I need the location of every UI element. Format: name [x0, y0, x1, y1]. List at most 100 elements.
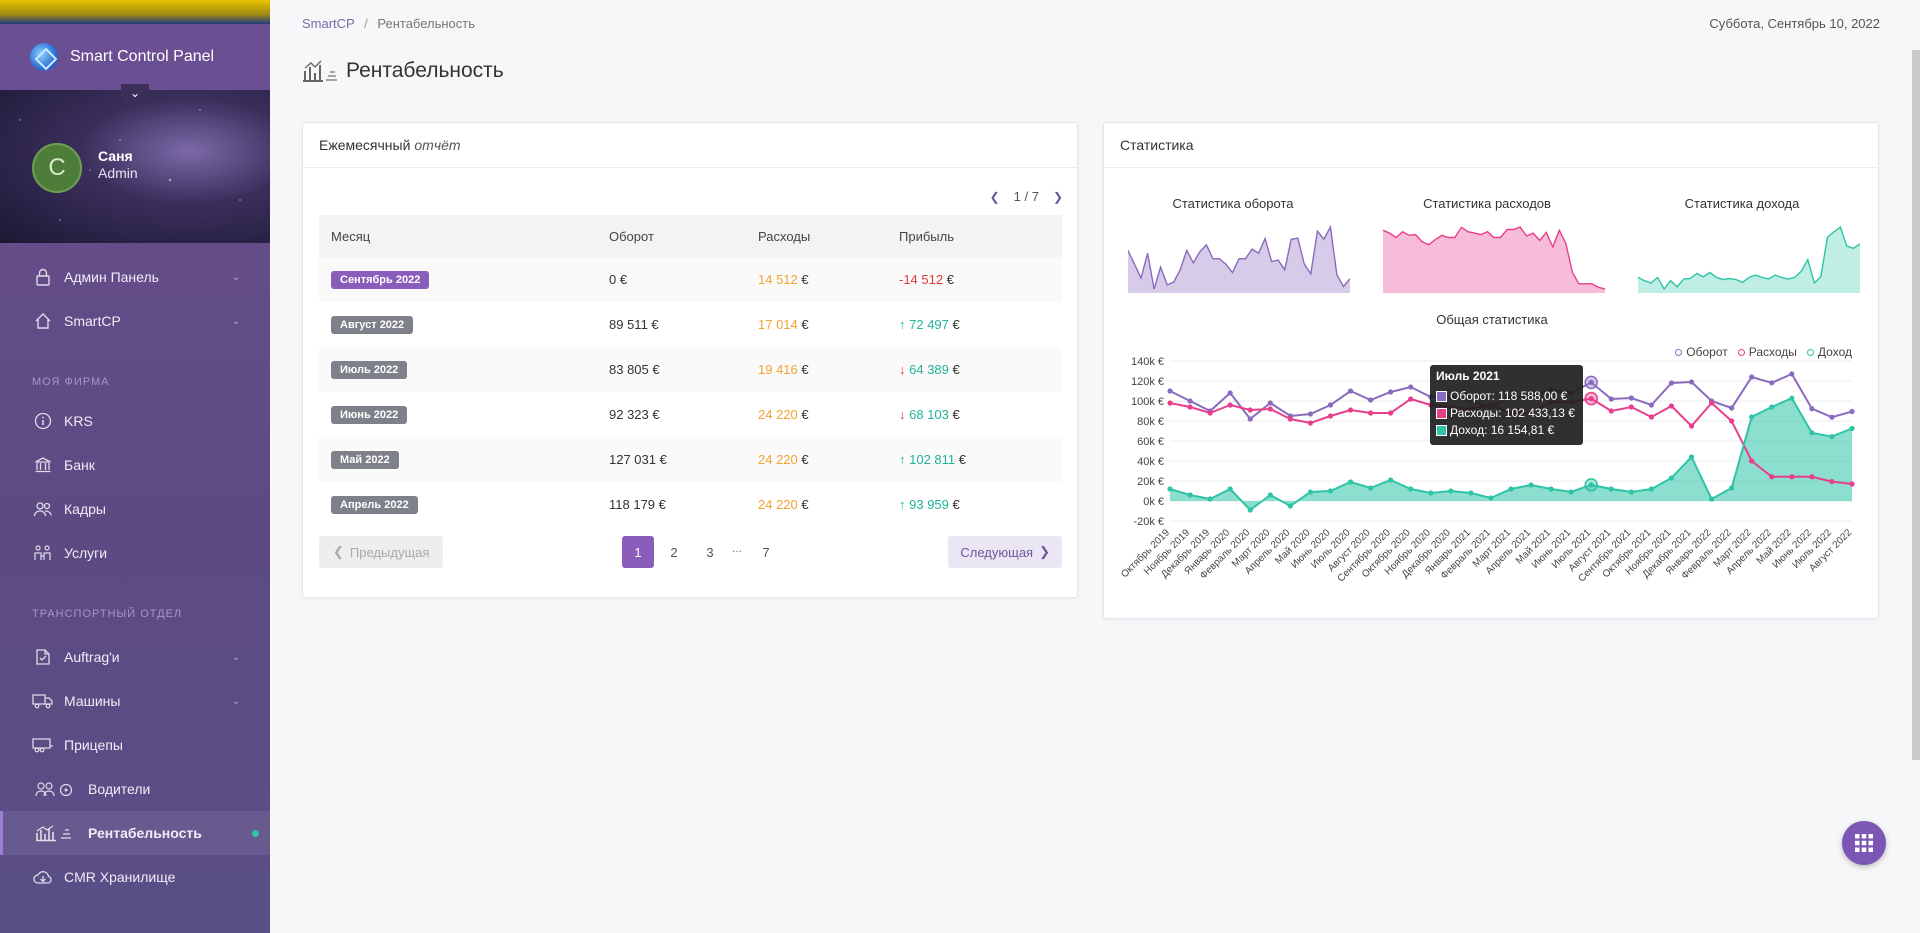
table-row[interactable]: Апрель 2022 118 179 € 24 220 € ↑ 93 959 …: [319, 482, 1062, 527]
next-button[interactable]: Следующая ❯: [948, 536, 1062, 568]
sidebar-item-staff[interactable]: Кадры: [0, 487, 270, 531]
table-row[interactable]: Май 2022 127 031 € 24 220 € ↑ 102 811 €: [319, 437, 1062, 482]
table-row[interactable]: Июль 2022 83 805 € 19 416 € ↓ 64 389 €: [319, 347, 1062, 392]
legend-turnover[interactable]: Оборот: [1675, 345, 1728, 359]
chevron-right-icon: ❯: [1039, 544, 1050, 559]
home-icon: [32, 310, 54, 332]
legend-expenses[interactable]: Расходы: [1737, 345, 1797, 359]
data-point: [1588, 395, 1594, 402]
y-tick-label: 120k €: [1131, 376, 1164, 388]
data-point: [1769, 474, 1775, 480]
sparkline-line: [1638, 225, 1860, 291]
data-point: [1809, 430, 1815, 436]
profile-toggle-chevron-down-icon[interactable]: ⌄: [121, 84, 149, 106]
data-point: [1749, 458, 1755, 464]
sidebar-item-bank[interactable]: Банк: [0, 443, 270, 487]
col-expenses[interactable]: Расходы: [746, 215, 887, 257]
expenses-cell: 24 220 €: [758, 407, 809, 422]
apps-grid-button[interactable]: [1842, 821, 1886, 865]
data-point: [1428, 490, 1434, 496]
month-badge[interactable]: Август 2022: [331, 315, 414, 334]
data-point: [1608, 396, 1614, 402]
month-badge[interactable]: Май 2022: [331, 450, 399, 469]
active-indicator: [252, 829, 259, 837]
y-tick-label: -20k €: [1133, 516, 1164, 528]
profit-cell: ↓ 64 389 €: [887, 347, 1062, 392]
y-tick-label: 20k €: [1137, 476, 1164, 488]
sidebar-item-cmr-storage[interactable]: CMR Хранилище: [0, 855, 270, 899]
col-month[interactable]: Месяц: [319, 215, 597, 257]
sidebar-item-trailers[interactable]: Прицепы: [0, 723, 270, 767]
page-scrollbar[interactable]: [1912, 50, 1920, 760]
col-turnover[interactable]: Оборот: [597, 215, 746, 257]
sidebar-item-admin-panel[interactable]: Админ Панель ⌄: [0, 255, 270, 299]
month-badge[interactable]: Июнь 2022: [331, 405, 408, 424]
drivers-icon: [32, 778, 78, 800]
data-point: [1508, 486, 1514, 492]
page-2-button[interactable]: 2: [670, 544, 678, 560]
services-icon: [32, 542, 54, 564]
top-pager: ❮ 1 / 7 ❯: [990, 189, 1063, 204]
data-point: [1347, 407, 1354, 413]
month-badge[interactable]: Сентябрь 2022: [331, 270, 430, 289]
y-tick-label: 40k €: [1137, 456, 1164, 468]
data-point: [1789, 395, 1795, 401]
sidebar-item-label: Auftrag'и: [64, 649, 120, 665]
data-point: [1668, 475, 1675, 481]
sidebar-item-smartcp[interactable]: SmartCP ⌄: [0, 299, 270, 343]
sidebar-item-krs[interactable]: KRS: [0, 399, 270, 443]
sidebar-item-auftrag[interactable]: Auftrag'и ⌄: [0, 635, 270, 679]
avatar[interactable]: C: [32, 143, 82, 193]
mini-title-expenses: Статистика расходов: [1423, 196, 1551, 211]
data-point: [1247, 507, 1253, 513]
data-point: [1327, 413, 1334, 419]
data-point: [1749, 374, 1755, 380]
table-row[interactable]: Август 2022 89 511 € 17 014 € ↑ 72 497 €: [319, 302, 1062, 347]
breadcrumb: SmartCP / Рентабельность: [302, 16, 475, 31]
sidebar-item-services[interactable]: Услуги: [0, 531, 270, 575]
page-3-button[interactable]: 3: [706, 544, 714, 560]
hover-point: [1584, 391, 1598, 406]
data-point: [1347, 388, 1354, 394]
arrow-up-icon: ↑: [899, 317, 906, 332]
sidebar-item-profitability[interactable]: Рентабельность: [0, 811, 270, 855]
col-profit[interactable]: Прибыль: [887, 215, 1062, 257]
page-7-button[interactable]: 7: [762, 544, 770, 560]
table-row[interactable]: Сентябрь 2022 0 € 14 512 € -14 512 €: [319, 257, 1062, 302]
user-role: Admin: [98, 165, 138, 181]
brand[interactable]: Smart Control Panel: [0, 24, 270, 90]
data-point: [1849, 481, 1855, 487]
data-point: [1789, 371, 1795, 377]
data-point: [1227, 486, 1233, 492]
turnover-cell: 118 179 €: [609, 497, 666, 512]
data-point: [1769, 380, 1775, 386]
monthly-report-card: Ежемесячный отчёт ❮ 1 / 7 ❯ Месяц Оборот…: [302, 122, 1078, 598]
data-point: [1187, 398, 1193, 404]
sidebar-item-label: Машины: [64, 693, 121, 709]
hover-point: [1584, 375, 1598, 390]
breadcrumb-root-link[interactable]: SmartCP: [302, 16, 355, 31]
chevron-left-icon[interactable]: ❮: [989, 189, 1000, 204]
y-tick-label: 140k €: [1131, 356, 1164, 368]
month-badge[interactable]: Июль 2022: [331, 360, 408, 379]
table-row[interactable]: Июнь 2022 92 323 € 24 220 € ↓ 68 103 €: [319, 392, 1062, 437]
sidebar-item-drivers[interactable]: Водители: [0, 767, 270, 811]
data-point: [1668, 403, 1675, 409]
data-point: [1388, 389, 1394, 395]
month-badge[interactable]: Апрель 2022: [331, 495, 418, 514]
legend-income[interactable]: Доход: [1806, 345, 1852, 359]
people-icon: [32, 498, 54, 520]
turnover-cell: 92 323 €: [609, 407, 660, 422]
data-point: [1388, 410, 1394, 416]
overall-stats-chart[interactable]: 140k € 120k € 100k € 80k € 60k € 40k € 20k € 0k…: [1104, 353, 1880, 613]
sparkline-area: [1638, 227, 1860, 293]
previous-button[interactable]: ❮ Предыдущая: [319, 536, 444, 568]
chevron-right-icon[interactable]: ❯: [1052, 189, 1063, 204]
y-tick-label: 80k €: [1137, 416, 1164, 428]
profit-cell: ↓ 68 103 €: [899, 407, 960, 422]
page-title: Рентабельность: [346, 59, 504, 82]
page-1-button[interactable]: 1: [622, 536, 654, 568]
sidebar-item-trucks[interactable]: Машины ⌄: [0, 679, 270, 723]
expenses-cell: 24 220 €: [758, 497, 809, 512]
sparkline-area: [1383, 227, 1605, 293]
